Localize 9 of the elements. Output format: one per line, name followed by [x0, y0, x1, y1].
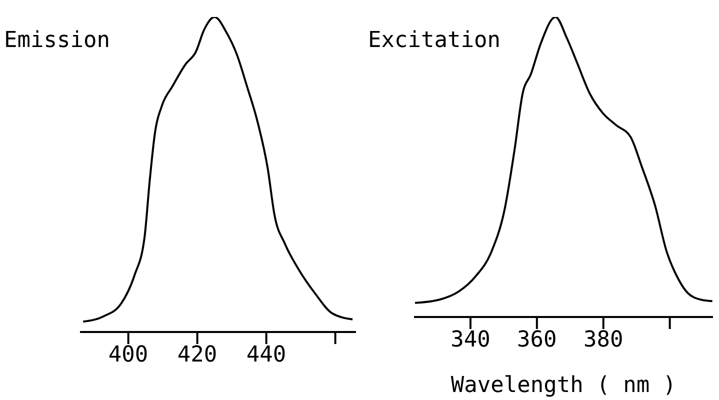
x-tick-label: 380	[583, 328, 624, 353]
text: Emission	[4, 28, 110, 53]
x-tick-label: 340	[450, 328, 490, 353]
x-tick-label: 400	[108, 342, 148, 368]
text: Excitation	[368, 28, 500, 53]
x-tick-label: 440	[246, 342, 286, 368]
x-tick-label: 360	[517, 328, 557, 353]
x-axis-title: Wavelength ( nm )	[450, 373, 676, 398]
x-tick-label: 420	[177, 342, 218, 368]
